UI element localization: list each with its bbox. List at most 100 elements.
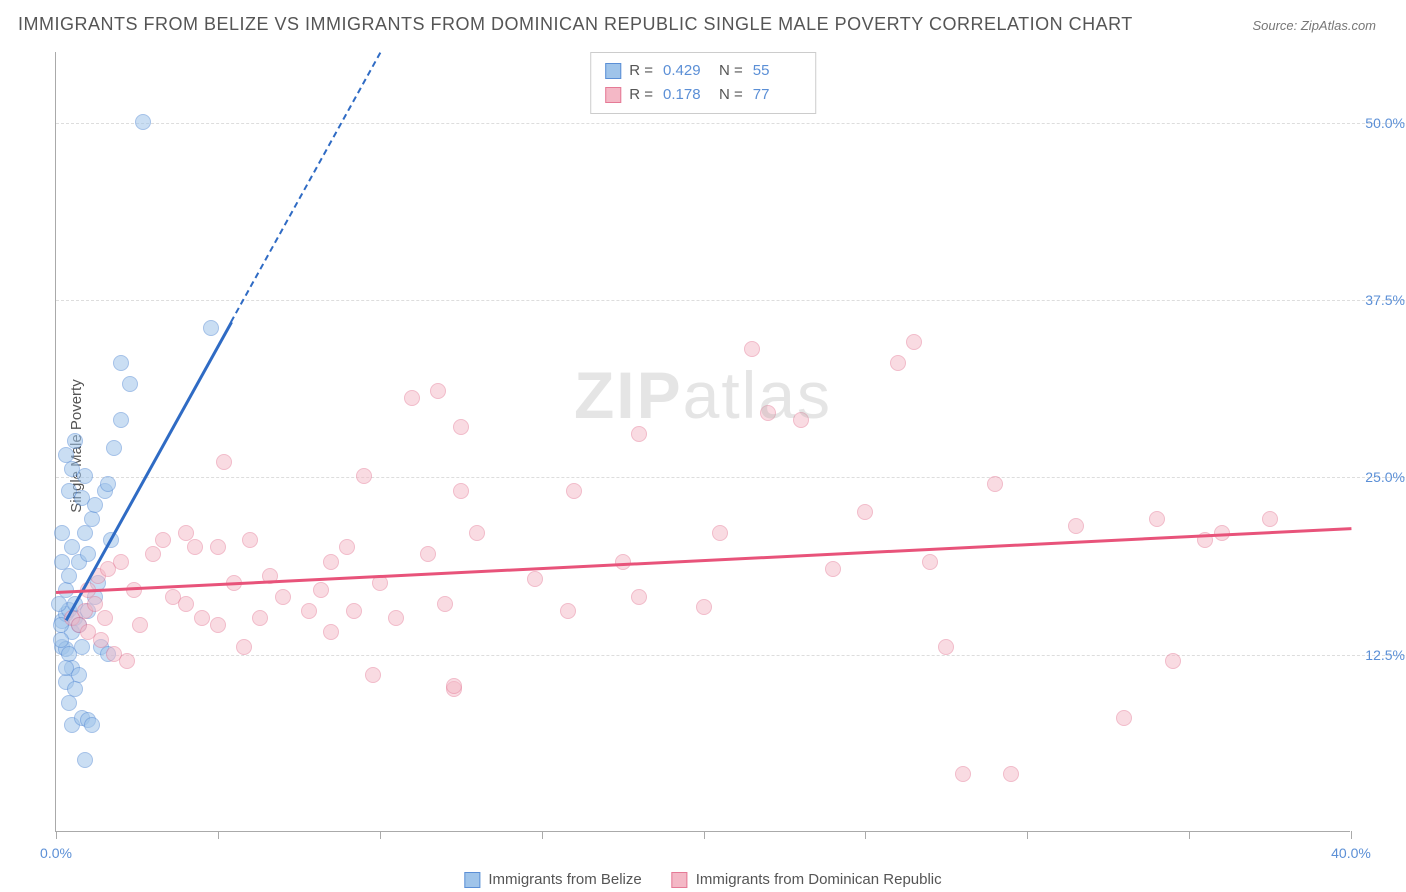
data-point-belize bbox=[106, 440, 122, 456]
x-tick bbox=[56, 831, 57, 839]
series-legend-item: Immigrants from Dominican Republic bbox=[672, 871, 942, 888]
legend-r-value: 0.429 bbox=[663, 59, 711, 83]
legend-n-label: N = bbox=[719, 83, 743, 107]
data-point-dominican bbox=[93, 632, 109, 648]
data-point-dominican bbox=[155, 532, 171, 548]
data-point-belize bbox=[100, 476, 116, 492]
data-point-dominican bbox=[922, 554, 938, 570]
data-point-belize bbox=[61, 568, 77, 584]
data-point-dominican bbox=[132, 617, 148, 633]
data-point-belize bbox=[58, 660, 74, 676]
data-point-dominican bbox=[938, 639, 954, 655]
data-point-dominican bbox=[301, 603, 317, 619]
gridline bbox=[56, 477, 1405, 478]
data-point-dominican bbox=[1149, 511, 1165, 527]
data-point-dominican bbox=[1068, 518, 1084, 534]
data-point-belize bbox=[53, 632, 69, 648]
x-tick bbox=[704, 831, 705, 839]
data-point-dominican bbox=[566, 483, 582, 499]
legend-swatch-belize bbox=[605, 63, 621, 79]
data-point-dominican bbox=[252, 610, 268, 626]
data-point-dominican bbox=[236, 639, 252, 655]
x-tick bbox=[865, 831, 866, 839]
x-tick bbox=[1351, 831, 1352, 839]
y-tick-label: 12.5% bbox=[1353, 647, 1405, 663]
legend-n-value: 55 bbox=[753, 59, 801, 83]
x-tick-label: 0.0% bbox=[40, 845, 72, 861]
data-point-dominican bbox=[194, 610, 210, 626]
legend-row-belize: R = 0.429 N = 55 bbox=[605, 59, 801, 83]
data-point-dominican bbox=[696, 599, 712, 615]
data-point-dominican bbox=[1003, 766, 1019, 782]
data-point-belize bbox=[51, 596, 67, 612]
legend-r-value: 0.178 bbox=[663, 83, 711, 107]
chart-title: IMMIGRANTS FROM BELIZE VS IMMIGRANTS FRO… bbox=[18, 14, 1133, 35]
data-point-dominican bbox=[346, 603, 362, 619]
legend-n-label: N = bbox=[719, 59, 743, 83]
data-point-dominican bbox=[712, 525, 728, 541]
data-point-belize bbox=[67, 681, 83, 697]
data-point-dominican bbox=[793, 412, 809, 428]
data-point-dominican bbox=[1262, 511, 1278, 527]
data-point-dominican bbox=[178, 596, 194, 612]
data-point-dominican bbox=[987, 476, 1003, 492]
data-point-dominican bbox=[145, 546, 161, 562]
data-point-dominican bbox=[356, 468, 372, 484]
watermark-bold: ZIP bbox=[574, 358, 683, 432]
data-point-dominican bbox=[955, 766, 971, 782]
legend-r-label: R = bbox=[629, 83, 653, 107]
data-point-dominican bbox=[323, 624, 339, 640]
data-point-dominican bbox=[388, 610, 404, 626]
data-point-belize bbox=[135, 114, 151, 130]
data-point-dominican bbox=[631, 589, 647, 605]
x-tick bbox=[542, 831, 543, 839]
data-point-dominican bbox=[760, 405, 776, 421]
data-point-belize bbox=[84, 717, 100, 733]
y-tick-label: 50.0% bbox=[1353, 115, 1405, 131]
legend-label: Immigrants from Dominican Republic bbox=[696, 871, 942, 888]
data-point-dominican bbox=[420, 546, 436, 562]
data-point-dominican bbox=[187, 539, 203, 555]
data-point-belize bbox=[61, 695, 77, 711]
y-tick-label: 25.0% bbox=[1353, 469, 1405, 485]
x-tick bbox=[380, 831, 381, 839]
gridline bbox=[56, 123, 1405, 124]
data-point-belize bbox=[58, 447, 74, 463]
data-point-dominican bbox=[906, 334, 922, 350]
data-point-dominican bbox=[453, 483, 469, 499]
data-point-dominican bbox=[113, 554, 129, 570]
legend-swatch bbox=[464, 872, 480, 888]
gridline bbox=[56, 300, 1405, 301]
data-point-dominican bbox=[339, 539, 355, 555]
gridline bbox=[56, 655, 1405, 656]
legend-r-label: R = bbox=[629, 59, 653, 83]
data-point-belize bbox=[54, 525, 70, 541]
data-point-dominican bbox=[365, 667, 381, 683]
watermark-rest: atlas bbox=[683, 358, 832, 432]
data-point-dominican bbox=[97, 610, 113, 626]
x-tick bbox=[218, 831, 219, 839]
data-point-dominican bbox=[275, 589, 291, 605]
data-point-belize bbox=[77, 752, 93, 768]
data-point-dominican bbox=[430, 383, 446, 399]
data-point-belize bbox=[77, 525, 93, 541]
data-point-dominican bbox=[453, 419, 469, 435]
data-point-dominican bbox=[1116, 710, 1132, 726]
data-point-dominican bbox=[527, 571, 543, 587]
data-point-belize bbox=[84, 511, 100, 527]
data-point-dominican bbox=[1165, 653, 1181, 669]
data-point-dominican bbox=[323, 554, 339, 570]
plot-area: ZIPatlas R =0.429N =55R =0.178N =77 12.5… bbox=[55, 52, 1350, 832]
data-point-dominican bbox=[825, 561, 841, 577]
data-point-dominican bbox=[313, 582, 329, 598]
data-point-dominican bbox=[857, 504, 873, 520]
data-point-dominican bbox=[210, 617, 226, 633]
legend-n-value: 77 bbox=[753, 83, 801, 107]
data-point-dominican bbox=[890, 355, 906, 371]
data-point-belize bbox=[80, 546, 96, 562]
data-point-dominican bbox=[210, 539, 226, 555]
data-point-belize bbox=[64, 539, 80, 555]
data-point-dominican bbox=[437, 596, 453, 612]
data-point-belize bbox=[113, 355, 129, 371]
series-legend: Immigrants from BelizeImmigrants from Do… bbox=[464, 871, 941, 888]
